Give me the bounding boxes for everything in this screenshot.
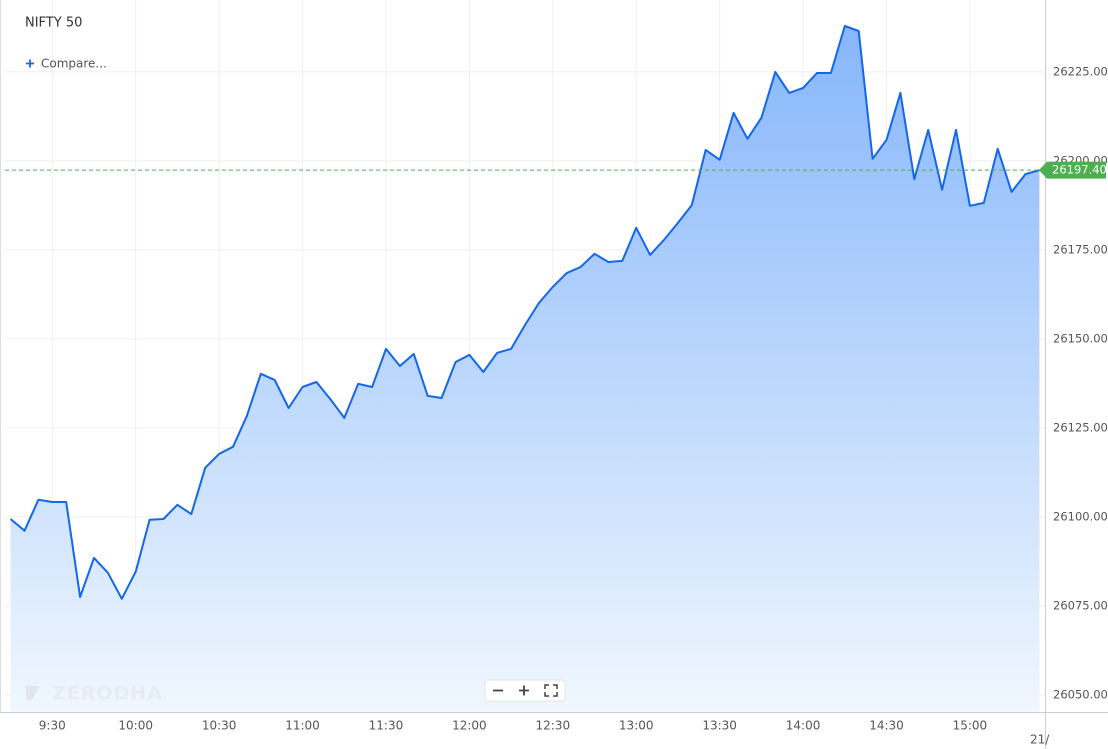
plot (5, 25, 1045, 712)
y-tick-label: 26050.00 (1053, 687, 1108, 701)
x-tick-label: 15:00 (953, 719, 988, 733)
x-tick-label: 10:30 (202, 719, 237, 733)
compare-label[interactable]: Compare... (41, 57, 107, 71)
last-price-tag (1039, 161, 1106, 179)
zoom-in[interactable] (519, 685, 529, 696)
x-tick-label: 13:00 (619, 719, 654, 733)
watermark-text: ZERODHA (52, 683, 163, 705)
area-fill (10, 26, 1040, 712)
x-tick-label: 14:30 (869, 719, 904, 733)
y-tick-label: 26175.00 (1053, 242, 1108, 256)
x-tick-label: 9:30 (39, 719, 66, 733)
price-line (9, 25, 1040, 600)
plus-icon (26, 59, 34, 68)
zoom-reset[interactable] (544, 684, 558, 697)
zoom-controls (484, 679, 566, 702)
y-tick-label: 26100.00 (1053, 509, 1108, 523)
y-tick-label: 26225.00 (1053, 64, 1108, 78)
x-tick-label: 12:00 (452, 719, 487, 733)
last-price-label: 26197.40 (1052, 163, 1107, 177)
x-tick-label: 11:00 (285, 719, 320, 733)
y-tick-label: 26125.00 (1053, 420, 1108, 434)
watermark-logo (26, 686, 40, 700)
watermark: ZERODHA (26, 683, 163, 705)
x-tick-label: 12:30 (536, 719, 571, 733)
x-tick-label: 14:00 (786, 719, 821, 733)
y-tick-label: 26075.00 (1053, 598, 1108, 612)
chart-title: NIFTY 50 (25, 16, 82, 31)
y-tick-label: 26150.00 (1053, 331, 1108, 345)
date-label: 21/ (1030, 733, 1050, 747)
x-tick-label: 13:30 (702, 719, 737, 733)
compare-button[interactable]: Compare... (26, 57, 107, 71)
x-tick-label: 11:30 (369, 719, 404, 733)
x-tick-label: 10:00 (118, 719, 153, 733)
